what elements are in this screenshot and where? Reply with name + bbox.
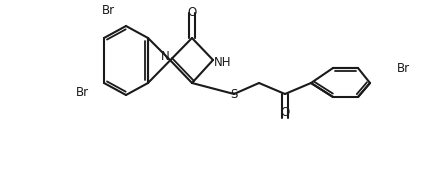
Text: O: O (280, 107, 290, 119)
Text: NH: NH (214, 56, 232, 70)
Text: Br: Br (396, 61, 410, 75)
Text: O: O (187, 7, 197, 19)
Text: S: S (230, 87, 238, 101)
Text: Br: Br (75, 85, 88, 98)
Text: N: N (161, 50, 169, 64)
Text: Br: Br (102, 4, 114, 16)
